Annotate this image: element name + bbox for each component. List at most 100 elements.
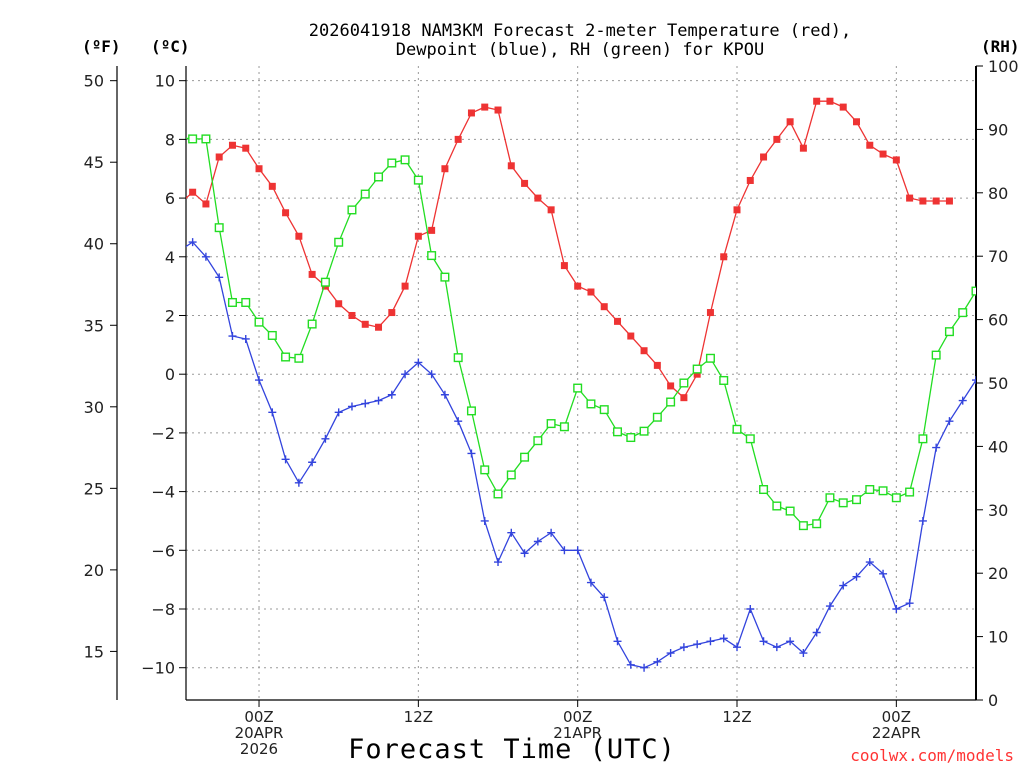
2-meter-temperature-point xyxy=(375,323,383,331)
relative-humidity-point xyxy=(705,353,715,363)
dewpoint-point xyxy=(772,643,781,652)
dewpoint-point xyxy=(228,332,237,341)
relative-humidity-point xyxy=(692,364,702,374)
relative-humidity-point xyxy=(931,350,941,360)
relative-humidity-point xyxy=(905,487,915,497)
fahrenheit-tick-label: 25 xyxy=(84,479,104,498)
relative-humidity-point xyxy=(214,223,224,233)
relative-humidity-point xyxy=(413,175,423,185)
dewpoint-point xyxy=(374,396,383,405)
relative-humidity-point xyxy=(613,427,623,437)
relative-humidity-point xyxy=(400,155,410,165)
2-meter-temperature-point xyxy=(574,282,582,290)
fahrenheit-tick-label: 40 xyxy=(84,235,104,254)
dewpoint-point xyxy=(281,455,290,464)
dewpoint-point xyxy=(255,376,264,385)
relative-humidity-point xyxy=(307,319,317,329)
dewpoint-point xyxy=(480,516,489,525)
dewpoint-point xyxy=(414,358,423,367)
dewpoint-point xyxy=(573,546,582,555)
2-meter-temperature-point xyxy=(215,153,223,161)
relative-humidity-point xyxy=(745,434,755,444)
relative-humidity-point xyxy=(852,495,862,505)
rh-tick-label: 80 xyxy=(988,184,1008,203)
2-meter-temperature-point xyxy=(295,232,303,240)
relative-humidity-point xyxy=(865,485,875,495)
x-tick-label: 20APR xyxy=(235,724,284,742)
relative-humidity-point xyxy=(812,519,822,529)
relative-humidity-point xyxy=(281,352,291,362)
relative-humidity-point xyxy=(772,501,782,511)
relative-humidity-point xyxy=(958,308,968,318)
relative-humidity-point xyxy=(825,493,835,503)
relative-humidity-point xyxy=(559,422,569,432)
2-meter-temperature-point xyxy=(202,200,210,208)
relative-humidity-point xyxy=(719,375,729,385)
dewpoint-point xyxy=(507,528,516,537)
celsius-unit-label: (ºC) xyxy=(151,37,190,56)
rh-tick-label: 50 xyxy=(988,374,1008,393)
relative-humidity-point xyxy=(891,493,901,503)
2-meter-temperature-point xyxy=(680,394,688,402)
2-meter-temperature-point xyxy=(866,141,874,149)
x-tick-label: 00Z xyxy=(882,708,911,726)
grid-lines xyxy=(186,66,976,700)
relative-humidity-point xyxy=(679,378,689,388)
relative-humidity-point xyxy=(176,134,184,142)
2-meter-temperature-point xyxy=(799,144,807,152)
dewpoint-point xyxy=(347,402,356,411)
series-clip-group xyxy=(176,97,976,672)
2-meter-temperature-point xyxy=(268,182,276,190)
dewpoint-point xyxy=(918,516,927,525)
dewpoint-point xyxy=(387,390,396,399)
2-meter-temperature-point xyxy=(255,165,263,173)
relative-humidity-point xyxy=(599,405,609,415)
relative-humidity-point xyxy=(546,419,556,429)
dewpoint-point xyxy=(825,602,834,611)
fahrenheit-tick-label: 45 xyxy=(84,153,104,172)
dewpoint-point xyxy=(494,558,503,567)
dewpoint-point xyxy=(839,581,848,590)
relative-humidity-point xyxy=(520,452,530,462)
dewpoint-point xyxy=(626,660,635,669)
relative-humidity-point xyxy=(759,485,769,495)
2-meter-temperature-point xyxy=(282,209,290,217)
relative-humidity-point xyxy=(227,297,237,307)
dewpoint-point xyxy=(945,417,954,426)
dewpoint-point xyxy=(520,549,529,558)
relative-humidity-point xyxy=(254,317,264,327)
celsius-tick-label: 6 xyxy=(165,189,175,208)
2-meter-temperature-point xyxy=(906,194,914,202)
x-tick-label: 21APR xyxy=(553,724,602,742)
2-meter-temperature-point xyxy=(361,320,369,328)
dewpoint-point xyxy=(865,558,874,567)
dewpoint-point xyxy=(640,663,649,672)
relative-humidity-point xyxy=(666,397,676,407)
dewpoint-point xyxy=(334,408,343,417)
rh-tick-label: 10 xyxy=(988,628,1008,647)
relative-humidity-point xyxy=(267,330,277,340)
x-tick-label: 00Z xyxy=(244,708,273,726)
dewpoint-point xyxy=(733,643,742,652)
title-line-2: Dewpoint (blue), RH (green) for KPOU xyxy=(396,40,764,60)
dewpoint-point xyxy=(679,643,688,652)
dewpoint-point xyxy=(812,628,821,637)
dewpoint-point xyxy=(268,408,277,417)
celsius-tick-label: −6 xyxy=(151,541,175,560)
2-meter-temperature-point xyxy=(242,144,250,152)
dewpoint-point xyxy=(905,599,914,608)
2-meter-temperature-point xyxy=(494,106,502,114)
relative-humidity-point xyxy=(652,412,662,422)
fahrenheit-tick-label: 15 xyxy=(84,642,104,661)
2-meter-temperature-point xyxy=(693,370,701,378)
2-meter-temperature-point xyxy=(733,206,741,214)
2-meter-temperature-point xyxy=(388,309,396,317)
dewpoint-point xyxy=(401,370,410,379)
dewpoint-point xyxy=(547,528,556,537)
relative-humidity-point xyxy=(466,406,476,416)
2-meter-temperature-point xyxy=(600,303,608,311)
dewpoint-point xyxy=(294,478,303,487)
2-meter-temperature-point xyxy=(176,200,183,207)
2-meter-temperature-series xyxy=(176,97,953,402)
fahrenheit-unit-label: (ºF) xyxy=(82,37,121,56)
